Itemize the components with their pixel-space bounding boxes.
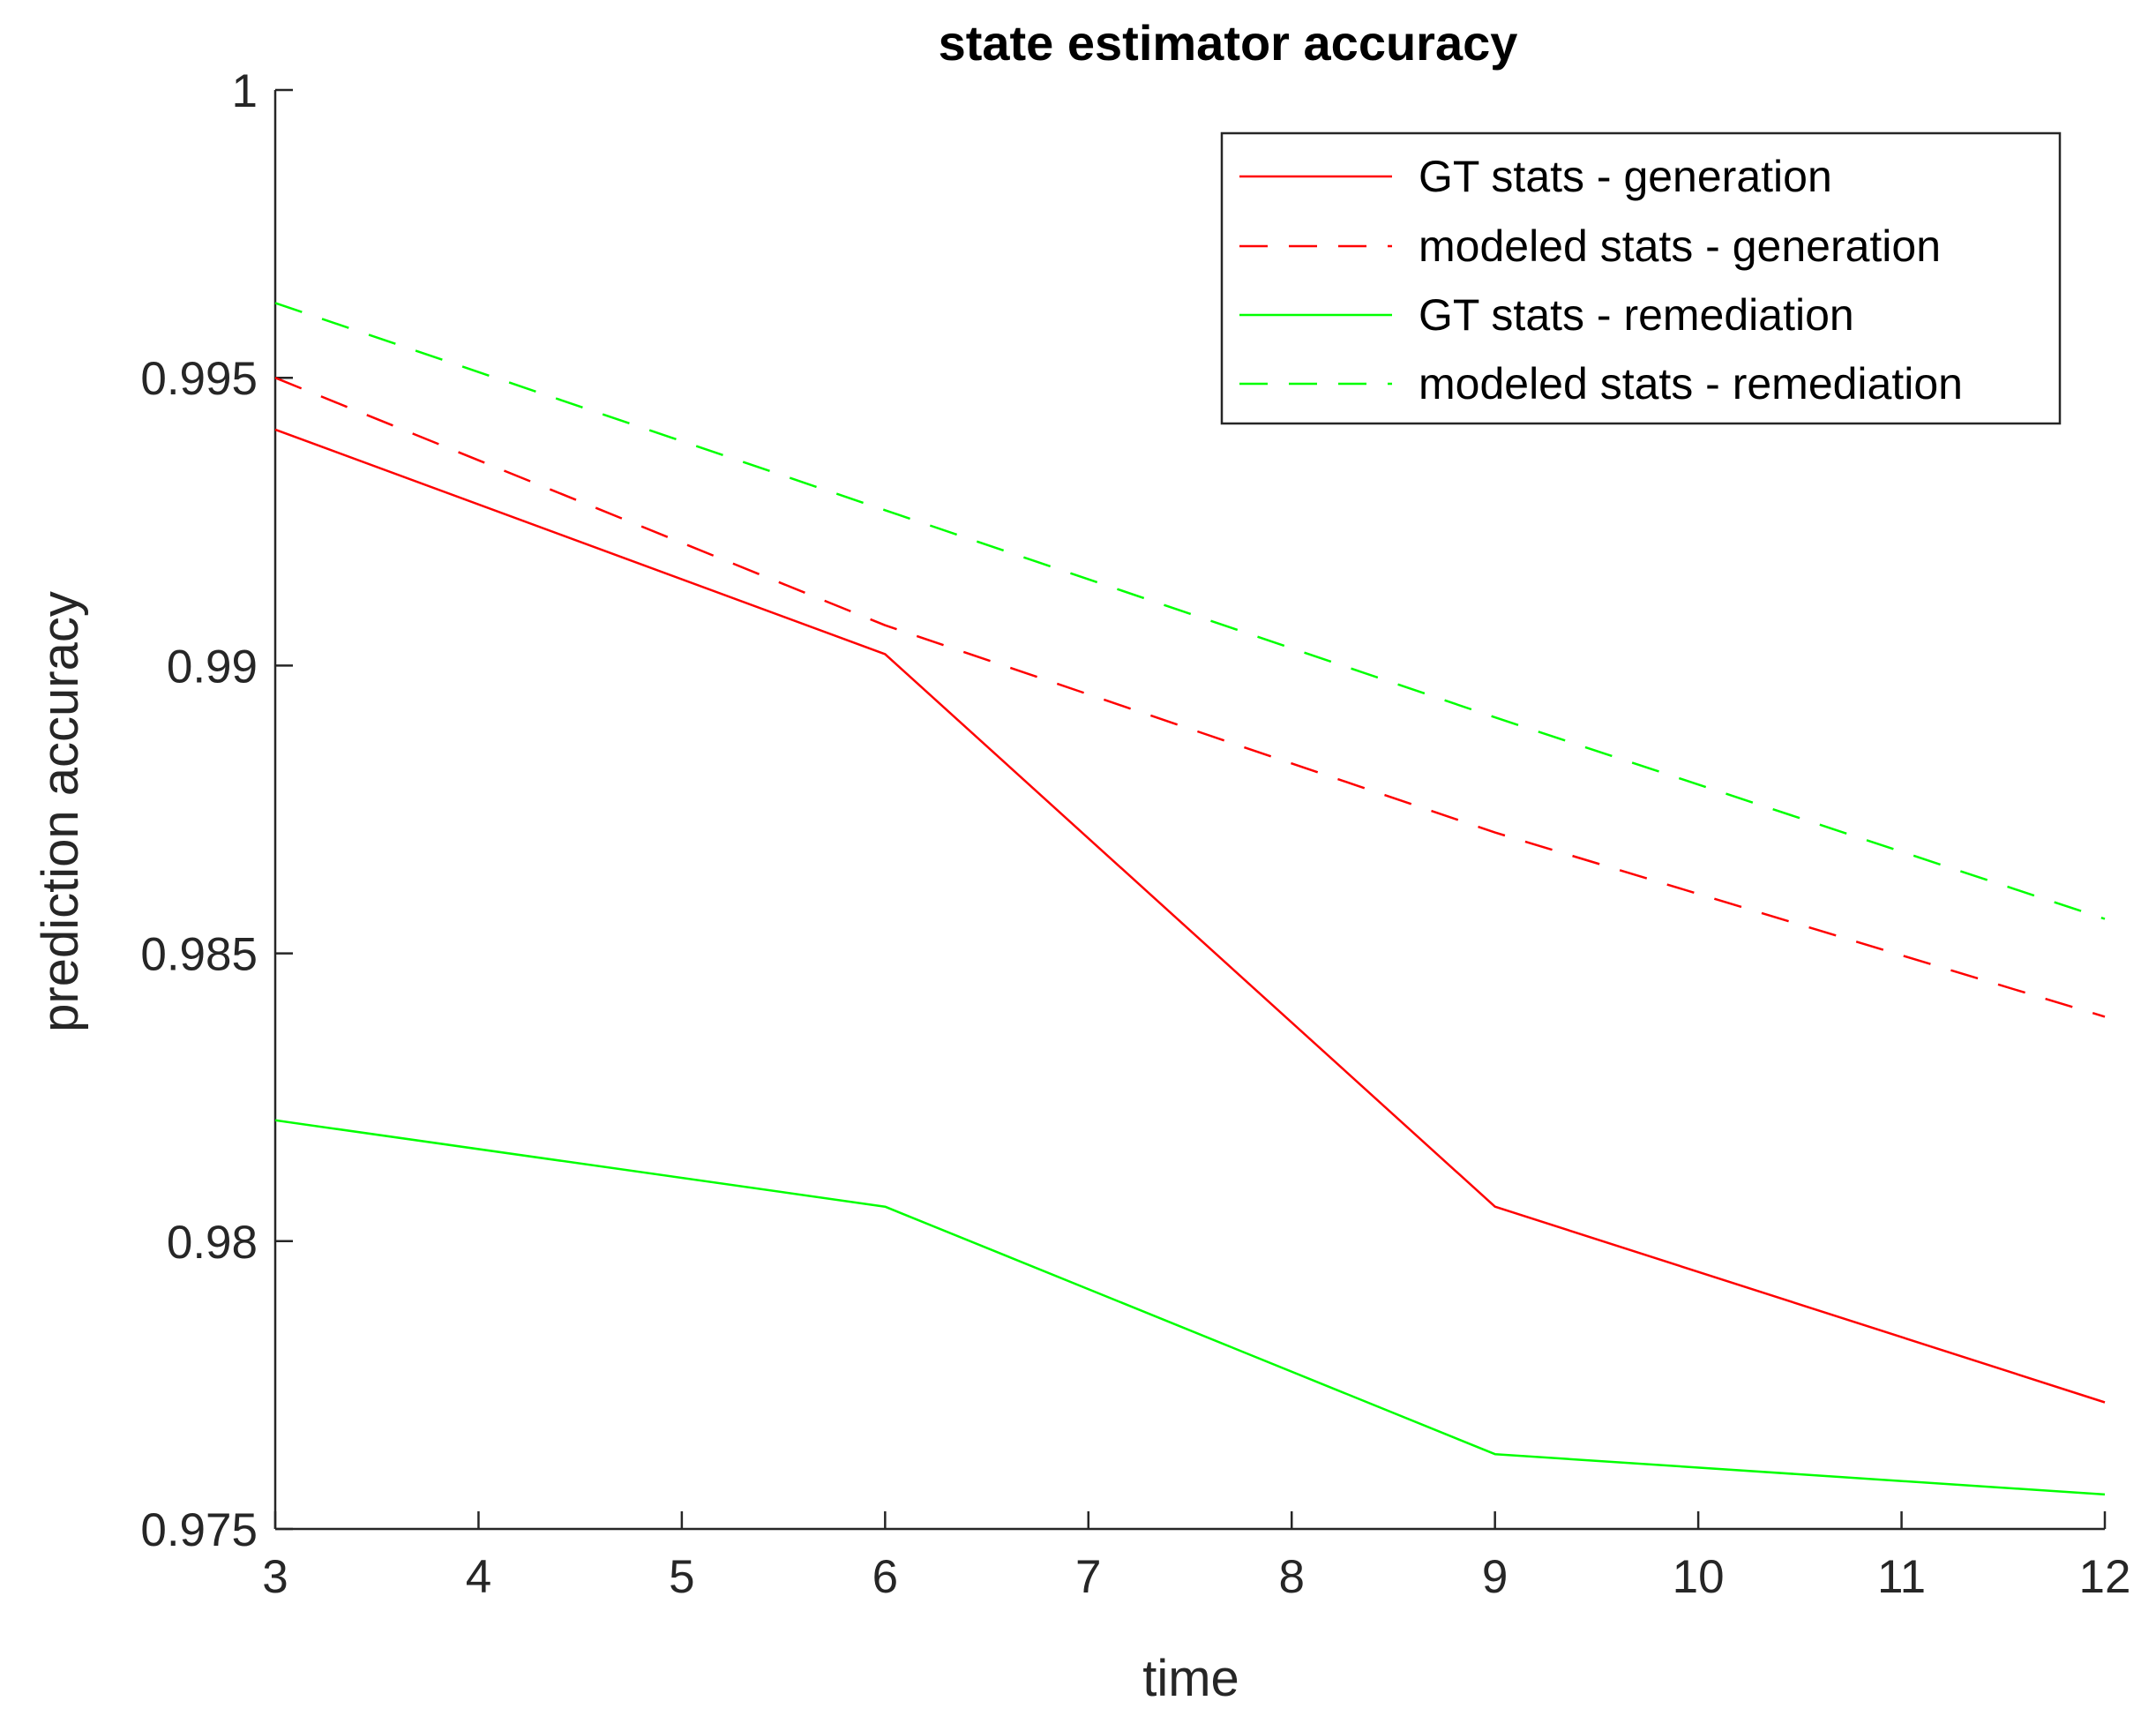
x-axis-label: time [1142, 1650, 1239, 1707]
y-tick-label: 0.995 [140, 353, 258, 405]
legend-label-3: GT stats - remediation [1419, 290, 1854, 340]
legend: GT stats - generation modeled stats - gen… [1220, 131, 2062, 425]
x-tick-label: 9 [1482, 1551, 1508, 1603]
x-tick-label: 3 [262, 1551, 288, 1603]
x-tick-label: 11 [1877, 1551, 1926, 1603]
x-tick-label: 6 [872, 1551, 898, 1603]
y-tick-label: 0.98 [167, 1217, 258, 1269]
legend-label-1: GT stats - generation [1419, 152, 1832, 201]
series-line-3 [274, 1119, 2106, 1496]
axes: 3 4 5 6 7 8 9 10 11 12 0.975 0.98 0.985 0.99 0.995 1 [140, 65, 2130, 1603]
y-tick-label: 0.985 [140, 929, 258, 981]
x-tick-label: 5 [669, 1551, 694, 1603]
chart-title: state estimator accuracy [939, 15, 1518, 71]
y-axis-label: prediction accuracy [32, 591, 89, 1032]
legend-label-2: modeled stats - generation [1419, 221, 1941, 271]
x-tick-label: 10 [1673, 1551, 1725, 1603]
x-tick-label: 8 [1278, 1551, 1304, 1603]
x-tick-label: 7 [1075, 1551, 1101, 1603]
series-line-4 [274, 302, 2106, 920]
y-tick-label: 1 [232, 65, 258, 117]
x-tick-label: 4 [466, 1551, 491, 1603]
legend-box [1220, 131, 2062, 425]
x-tick-label: 12 [2079, 1551, 2131, 1603]
series-lines [274, 302, 2106, 1496]
legend-label-4: modeled stats - remediation [1419, 359, 1963, 408]
y-tick-label: 0.975 [140, 1504, 258, 1556]
y-tick-label: 0.99 [167, 641, 258, 693]
series-line-1 [274, 428, 2106, 1404]
